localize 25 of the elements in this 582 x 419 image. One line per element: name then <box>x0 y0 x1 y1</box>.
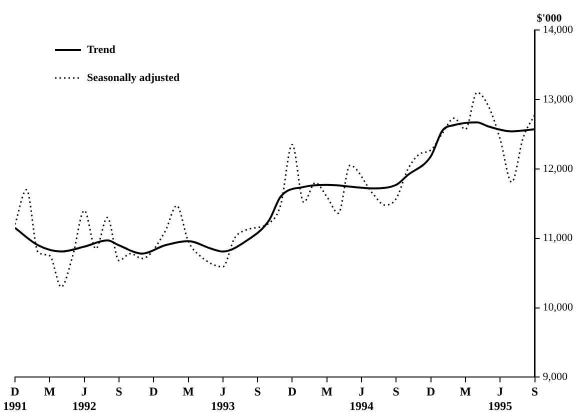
x-tick-label: D <box>149 384 158 398</box>
x-tick-label: S <box>392 384 400 398</box>
y-tick-label: 11,000 <box>542 232 574 244</box>
y-tick-label: 9,000 <box>542 371 568 384</box>
x-tick-label: D 1991 <box>3 384 27 413</box>
x-tick-label: S <box>531 384 538 398</box>
legend-label: Seasonally adjusted <box>87 72 180 84</box>
x-tick-label: M <box>44 384 56 398</box>
x-tick-label: J 1995 <box>488 384 512 413</box>
x-tick-label: M <box>460 384 472 398</box>
x-tick-label: S <box>116 384 123 398</box>
y-tick-label: 12,000 <box>542 162 574 175</box>
x-tick-label: M <box>321 384 333 398</box>
x-tick-label: J 1994 <box>350 384 374 413</box>
legend-label: Trend <box>87 44 116 56</box>
x-tick-label: J 1993 <box>210 384 235 413</box>
y-tick-label: 10,000 <box>542 302 574 314</box>
x-tick-label: D <box>426 384 436 398</box>
x-tick-label: J 1992 <box>72 384 96 413</box>
x-tick-label: D <box>288 384 297 398</box>
x-tick-label: S <box>254 384 262 398</box>
y-axis-title: $'000 <box>536 12 562 24</box>
y-tick-label: 14,000 <box>542 24 574 36</box>
y-tick-label: 13,000 <box>542 93 574 106</box>
x-tick-label: M <box>182 384 194 398</box>
